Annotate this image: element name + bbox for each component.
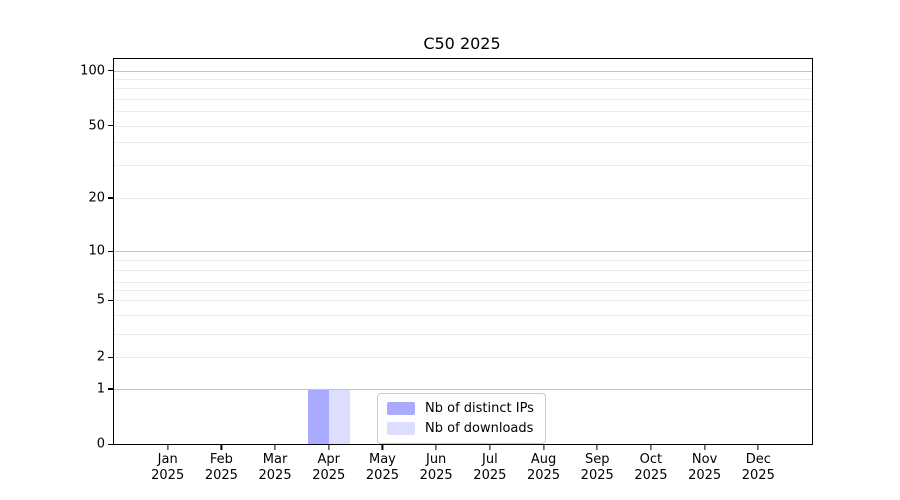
gridline bbox=[114, 388, 812, 390]
x-tick-label: Apr 2025 bbox=[312, 452, 346, 484]
x-tick-label: Jul 2025 bbox=[473, 452, 507, 484]
x-tick-label: Sep 2025 bbox=[580, 452, 614, 484]
gridline bbox=[114, 357, 812, 359]
plot-area: Nb of distinct IPs Nb of downloads 100 50… bbox=[80, 58, 813, 483]
x-tick-label: Nov 2025 bbox=[688, 452, 722, 484]
y-tick-label: 0 bbox=[96, 436, 105, 452]
gridline bbox=[114, 197, 812, 199]
minor-gridline bbox=[114, 87, 812, 89]
x-tick-label: Feb 2025 bbox=[204, 452, 238, 484]
minor-gridline bbox=[114, 260, 812, 262]
legend-swatch-distinct-ips-icon bbox=[387, 402, 415, 415]
legend-label-downloads: Nb of downloads bbox=[425, 421, 534, 436]
x-tick-mark bbox=[542, 445, 545, 450]
gridline bbox=[114, 251, 812, 253]
x-tick-mark bbox=[381, 445, 384, 450]
y-tick-label: 100 bbox=[80, 63, 105, 79]
x-tick-mark bbox=[704, 445, 706, 450]
minor-gridline bbox=[114, 290, 812, 292]
bar-downloads bbox=[328, 388, 350, 444]
x-tick-label: Aug 2025 bbox=[526, 452, 561, 484]
minor-gridline bbox=[114, 282, 812, 284]
x-tick-label: Dec 2025 bbox=[741, 452, 775, 484]
legend-label-distinct-ips: Nb of distinct IPs bbox=[425, 401, 534, 416]
x-tick-label: Oct 2025 bbox=[634, 452, 668, 484]
y-tick-label: 10 bbox=[88, 243, 105, 259]
x-tick-label: Jan 2025 bbox=[151, 452, 185, 484]
minor-gridline bbox=[114, 98, 812, 100]
gridline bbox=[114, 300, 812, 302]
minor-gridline bbox=[114, 270, 812, 272]
gridline bbox=[114, 125, 812, 127]
gridline bbox=[114, 70, 812, 72]
x-tick-mark bbox=[596, 445, 598, 450]
y-tick-mark bbox=[108, 250, 113, 252]
x-tick-label: Mar 2025 bbox=[258, 452, 292, 484]
x-tick-mark bbox=[757, 445, 759, 450]
minor-gridline bbox=[114, 333, 812, 335]
minor-gridline bbox=[114, 315, 812, 317]
legend: Nb of distinct IPs Nb of downloads bbox=[377, 393, 546, 444]
x-tick-mark bbox=[489, 445, 491, 450]
legend-item-downloads: Nb of downloads bbox=[387, 421, 534, 436]
y-tick-mark bbox=[108, 388, 113, 390]
legend-swatch-downloads-icon bbox=[387, 422, 415, 435]
x-tick-mark bbox=[220, 445, 222, 450]
x-tick-mark bbox=[435, 445, 437, 450]
y-tick-label: 20 bbox=[88, 190, 105, 206]
x-tick-label: May 2025 bbox=[365, 452, 399, 484]
y-tick-label: 5 bbox=[96, 292, 105, 308]
y-tick-mark bbox=[108, 443, 113, 445]
x-tick-mark bbox=[650, 445, 652, 450]
minor-gridline bbox=[114, 110, 812, 112]
y-tick-mark bbox=[108, 197, 113, 199]
y-tick-label: 2 bbox=[96, 349, 105, 365]
chart-title: C50 2025 bbox=[423, 34, 501, 53]
y-tick-label: 1 bbox=[96, 381, 105, 397]
x-tick-mark bbox=[167, 445, 169, 450]
x-tick-label: Jun 2025 bbox=[419, 452, 453, 484]
x-tick-mark bbox=[328, 445, 330, 450]
minor-gridline bbox=[114, 142, 812, 144]
minor-gridline bbox=[114, 78, 812, 80]
bar-distinct-ips bbox=[307, 388, 329, 444]
y-tick-mark bbox=[108, 299, 113, 302]
x-tick-mark bbox=[274, 445, 276, 450]
y-tick-label: 50 bbox=[88, 118, 105, 134]
y-tick-mark bbox=[108, 125, 113, 127]
minor-gridline bbox=[114, 164, 812, 166]
y-tick-mark bbox=[108, 70, 113, 72]
legend-item-distinct-ips: Nb of distinct IPs bbox=[387, 401, 534, 416]
y-tick-mark bbox=[108, 356, 113, 359]
